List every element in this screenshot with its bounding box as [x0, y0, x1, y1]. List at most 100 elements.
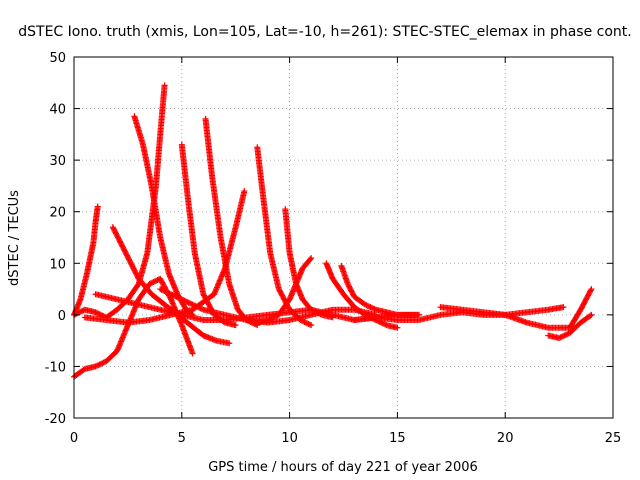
data-point — [302, 319, 309, 326]
data-point — [181, 297, 188, 304]
y-tick-label: -20 — [45, 412, 66, 427]
x-tick-label: 5 — [178, 431, 186, 446]
data-point — [174, 294, 181, 301]
y-tick-label: 30 — [49, 154, 66, 169]
data-point — [368, 304, 375, 311]
chart-title: dSTEC Iono. truth (xmis, Lon=105, Lat=-1… — [18, 24, 631, 40]
series-14 — [437, 286, 595, 331]
data-point — [176, 295, 183, 302]
plot-frame — [73, 56, 614, 419]
data-point — [162, 288, 169, 295]
data-point — [415, 311, 422, 318]
data-point — [587, 312, 594, 319]
data-point — [562, 331, 569, 338]
data-point — [189, 350, 196, 357]
series-15 — [545, 311, 595, 342]
data-point — [226, 340, 233, 347]
x-tick-label: 0 — [70, 431, 78, 446]
data-point — [77, 308, 84, 315]
data-point — [161, 82, 168, 89]
data-point — [190, 302, 197, 309]
data-point — [184, 298, 191, 305]
data-point — [232, 322, 239, 329]
data-point — [185, 299, 192, 306]
data-point — [92, 309, 99, 316]
y-tick-label: 10 — [49, 257, 66, 272]
data-point — [169, 291, 176, 298]
series-4 — [109, 224, 233, 347]
x-tick-label: 20 — [497, 431, 514, 446]
data-point — [167, 295, 174, 302]
data-point — [153, 277, 160, 284]
data-point — [367, 304, 374, 311]
data-point — [560, 304, 567, 311]
x-tick-label: 10 — [281, 431, 298, 446]
y-tick-label: 0 — [58, 309, 66, 324]
grid — [74, 57, 613, 418]
data-point — [182, 298, 189, 305]
data-point — [159, 287, 166, 294]
data-point — [308, 322, 315, 329]
x-tick-label: 15 — [389, 431, 406, 446]
data-point — [151, 278, 158, 285]
data-point — [189, 301, 196, 308]
y-tick-label: 50 — [49, 51, 66, 66]
data-point — [186, 300, 193, 307]
data-point — [192, 302, 199, 309]
x-axis-label: GPS time / hours of day 221 of year 2006 — [208, 460, 478, 475]
data-point — [306, 321, 313, 328]
data-point — [177, 295, 184, 302]
series-17 — [157, 286, 379, 326]
x-tick-label: 25 — [605, 431, 622, 446]
data-point — [564, 331, 571, 338]
data-point — [163, 289, 170, 296]
data-point — [304, 320, 311, 327]
data-point — [93, 362, 100, 369]
data-point — [556, 335, 563, 342]
data-point — [150, 278, 157, 285]
data-point — [172, 293, 179, 300]
data-point — [100, 359, 107, 366]
data-point — [197, 305, 204, 312]
data-point — [196, 304, 203, 311]
data-point — [92, 363, 99, 370]
data-point — [561, 332, 568, 339]
data-point — [93, 309, 100, 316]
data-point — [165, 289, 172, 296]
data-point — [558, 333, 565, 340]
data-point — [157, 286, 164, 293]
data-point — [305, 320, 312, 327]
data-point — [362, 301, 369, 308]
data-point — [298, 317, 305, 324]
data-point — [241, 188, 248, 195]
data-point — [79, 307, 86, 314]
series-8 — [254, 144, 315, 329]
data-point — [161, 288, 168, 295]
data-point — [364, 302, 371, 309]
data-point — [76, 309, 83, 316]
data-point — [301, 318, 308, 325]
data-point — [97, 360, 104, 367]
data-point — [96, 361, 103, 368]
data-point — [173, 293, 180, 300]
series-7 — [81, 188, 248, 326]
data-point — [72, 311, 79, 318]
data-point — [308, 255, 315, 262]
data-point — [146, 280, 153, 287]
data-point — [372, 311, 379, 318]
data-point — [588, 311, 595, 318]
y-tick-label: 40 — [49, 103, 66, 118]
data-point — [168, 291, 175, 298]
data-point — [193, 303, 200, 310]
data-point — [149, 279, 156, 286]
y-tick-label: -10 — [45, 360, 66, 375]
data-point — [366, 303, 373, 310]
y-tick-label: 20 — [49, 206, 66, 221]
data-point — [73, 310, 80, 317]
data-point — [587, 287, 594, 294]
series-1 — [71, 203, 101, 318]
data-point — [194, 304, 201, 311]
data-points — [71, 82, 595, 380]
data-point — [199, 306, 206, 313]
